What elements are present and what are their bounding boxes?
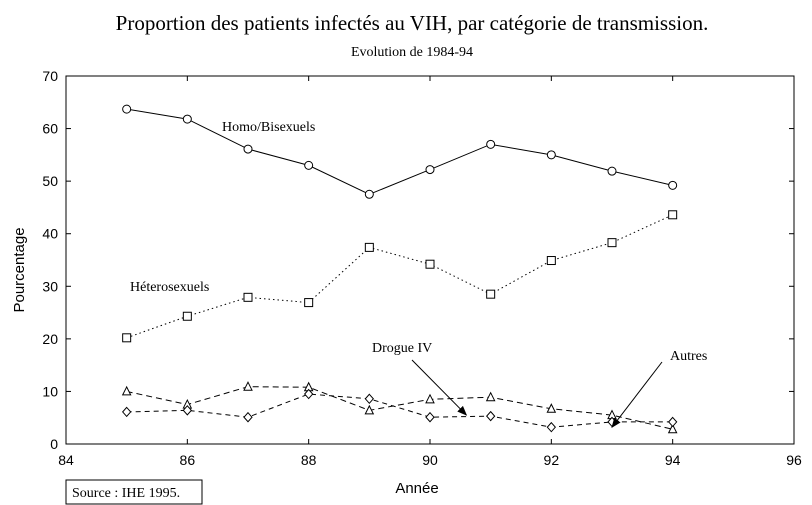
data-point-autres — [485, 410, 496, 422]
chart-title: Proportion des patients infectés au VIH,… — [116, 11, 709, 35]
source-note: Source : IHE 1995. — [72, 486, 180, 501]
data-point-homo-bisexuels — [607, 166, 617, 176]
x-tick-label: 96 — [786, 452, 802, 468]
data-point-autres — [182, 405, 193, 416]
source-box — [65, 479, 203, 505]
y-tick-label: 10 — [42, 383, 58, 399]
data-point-h-terosexuels — [122, 333, 132, 343]
data-point-drogue-iv — [364, 404, 375, 415]
chart-subtitle: Evolution de 1984-94 — [351, 45, 473, 60]
x-tick-label: 94 — [665, 452, 681, 468]
y-tick-label: 30 — [42, 278, 58, 294]
y-tick-label: 20 — [42, 331, 58, 347]
data-point-homo-bisexuels — [425, 165, 435, 175]
data-point-homo-bisexuels — [486, 139, 496, 149]
data-point-homo-bisexuels — [243, 144, 253, 154]
x-tick-label: 90 — [422, 452, 438, 468]
y-tick-label: 50 — [42, 173, 58, 189]
y-tick-label: 70 — [42, 68, 58, 84]
annotations: Homo/Bisexuels Héterosexuels Drogue IV Autr… — [130, 120, 707, 428]
data-point-h-terosexuels — [182, 311, 192, 321]
annotation-label: Héterosexuels — [130, 280, 209, 295]
data-point-autres — [546, 421, 557, 433]
annotation-label: Homo/Bisexuels — [222, 120, 315, 135]
data-point-autres — [243, 411, 253, 423]
data-point-autres — [364, 393, 375, 405]
data-point-h-terosexuels — [668, 210, 678, 220]
data-point-h-terosexuels — [425, 259, 435, 269]
series-line-h-terosexuels — [126, 214, 673, 339]
data-point-h-terosexuels — [546, 256, 556, 266]
x-tick-label: 84 — [58, 452, 74, 468]
annotation-arrow — [411, 359, 468, 416]
x-tick-label: 92 — [544, 452, 560, 468]
data-point-autres — [667, 416, 678, 428]
data-point-h-terosexuels — [304, 298, 314, 308]
x-axis-label: Année — [395, 480, 438, 497]
data-point-homo-bisexuels — [182, 114, 192, 124]
data-point-drogue-iv — [546, 403, 557, 413]
data-point-homo-bisexuels — [304, 160, 314, 170]
axes: 0 10 20 30 40 50 60 70 84 86 88 90 92 94 96 — [42, 68, 802, 468]
data-point-drogue-iv — [243, 381, 253, 391]
data-point-autres — [121, 406, 132, 418]
series-line-homo-bisexuels — [126, 108, 673, 195]
y-tick-label: 0 — [50, 436, 58, 452]
data-point-homo-bisexuels — [364, 189, 374, 199]
data-point-autres — [425, 411, 435, 423]
series-group — [121, 104, 678, 434]
y-axis-label: Pourcentage — [11, 227, 28, 312]
data-point-drogue-iv — [667, 423, 678, 434]
y-tick-label: 40 — [42, 226, 58, 242]
annotation-label: Autres — [670, 349, 707, 364]
data-point-homo-bisexuels — [668, 180, 678, 190]
y-tick-label: 60 — [42, 121, 58, 137]
data-point-drogue-iv — [121, 385, 132, 396]
annotation-label: Drogue IV — [372, 341, 432, 356]
data-point-drogue-iv — [485, 391, 496, 402]
data-point-h-terosexuels — [607, 238, 617, 248]
data-point-homo-bisexuels — [122, 104, 132, 114]
data-point-h-terosexuels — [243, 292, 253, 302]
series-line-drogue-iv — [126, 386, 673, 430]
data-point-autres — [303, 388, 314, 400]
data-point-h-terosexuels — [486, 289, 496, 299]
data-point-drogue-iv — [425, 393, 435, 404]
series-line-autres — [126, 393, 673, 428]
x-tick-label: 86 — [180, 452, 196, 468]
annotation-arrow — [611, 361, 663, 428]
data-point-h-terosexuels — [364, 242, 374, 252]
data-point-homo-bisexuels — [546, 150, 556, 160]
x-tick-label: 88 — [301, 452, 317, 468]
